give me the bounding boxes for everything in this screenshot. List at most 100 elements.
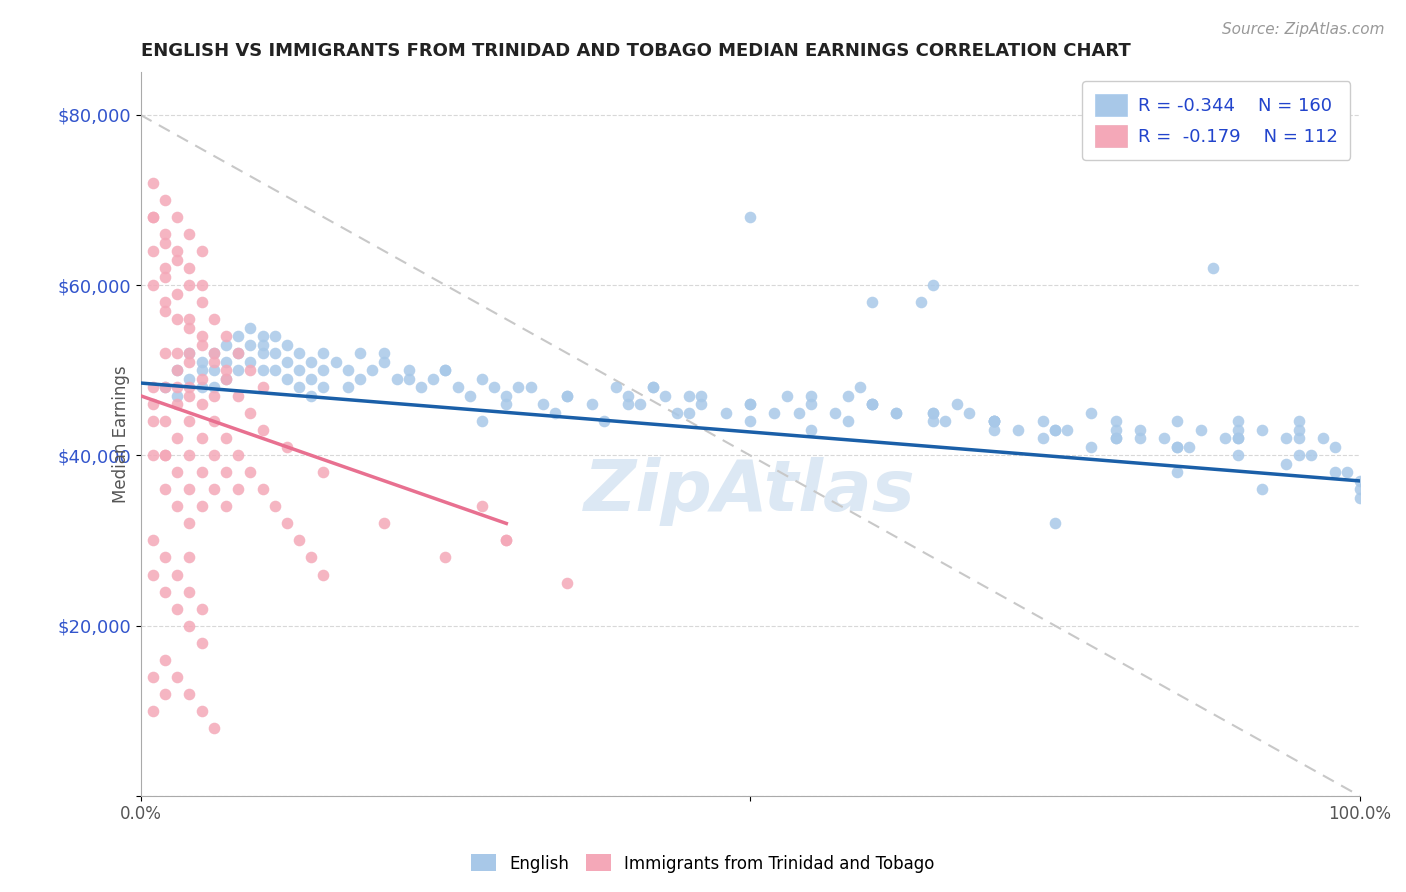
- Point: [1226, 449, 1249, 463]
- Point: [617, 389, 640, 403]
- Point: [215, 329, 238, 343]
- Point: [179, 414, 201, 428]
- Point: [910, 295, 932, 310]
- Point: [179, 312, 201, 326]
- Point: [678, 389, 700, 403]
- Point: [763, 406, 786, 420]
- Point: [1080, 440, 1102, 454]
- Point: [153, 449, 176, 463]
- Point: [142, 397, 165, 411]
- Point: [166, 244, 188, 259]
- Point: [361, 363, 384, 377]
- Point: [1105, 431, 1128, 445]
- Point: [1275, 457, 1298, 471]
- Point: [153, 261, 176, 276]
- Point: [1226, 423, 1249, 437]
- Point: [373, 346, 395, 360]
- Point: [215, 372, 238, 386]
- Point: [299, 389, 322, 403]
- Point: [179, 355, 201, 369]
- Point: [617, 397, 640, 411]
- Point: [446, 380, 468, 394]
- Point: [239, 466, 262, 480]
- Text: ENGLISH VS IMMIGRANTS FROM TRINIDAD AND TOBAGO MEDIAN EARNINGS CORRELATION CHART: ENGLISH VS IMMIGRANTS FROM TRINIDAD AND …: [141, 42, 1130, 60]
- Point: [215, 337, 238, 351]
- Point: [1215, 431, 1237, 445]
- Point: [226, 346, 249, 360]
- Point: [434, 550, 457, 565]
- Point: [202, 355, 225, 369]
- Point: [142, 380, 165, 394]
- Text: Source: ZipAtlas.com: Source: ZipAtlas.com: [1222, 22, 1385, 37]
- Point: [1288, 431, 1310, 445]
- Point: [1166, 466, 1188, 480]
- Point: [153, 483, 176, 497]
- Point: [458, 389, 481, 403]
- Point: [1275, 431, 1298, 445]
- Point: [263, 363, 285, 377]
- Point: [299, 355, 322, 369]
- Point: [142, 533, 165, 548]
- Point: [1032, 414, 1054, 428]
- Point: [190, 329, 212, 343]
- Point: [153, 652, 176, 666]
- Point: [1105, 423, 1128, 437]
- Point: [190, 601, 212, 615]
- Point: [179, 346, 201, 360]
- Point: [1251, 483, 1274, 497]
- Point: [299, 372, 322, 386]
- Point: [202, 363, 225, 377]
- Point: [276, 337, 298, 351]
- Point: [312, 466, 335, 480]
- Point: [226, 363, 249, 377]
- Point: [142, 210, 165, 224]
- Point: [325, 355, 347, 369]
- Point: [654, 389, 676, 403]
- Point: [1189, 423, 1212, 437]
- Point: [142, 414, 165, 428]
- Point: [1348, 483, 1371, 497]
- Point: [166, 567, 188, 582]
- Point: [775, 389, 797, 403]
- Point: [628, 397, 651, 411]
- Point: [495, 533, 517, 548]
- Point: [837, 389, 859, 403]
- Point: [824, 406, 846, 420]
- Point: [1129, 423, 1152, 437]
- Point: [641, 380, 664, 394]
- Point: [239, 337, 262, 351]
- Point: [983, 423, 1005, 437]
- Y-axis label: Median Earnings: Median Earnings: [111, 366, 129, 503]
- Point: [1226, 431, 1249, 445]
- Point: [142, 210, 165, 224]
- Point: [592, 414, 614, 428]
- Point: [252, 483, 274, 497]
- Point: [142, 670, 165, 684]
- Point: [190, 431, 212, 445]
- Point: [215, 466, 238, 480]
- Point: [312, 363, 335, 377]
- Point: [215, 355, 238, 369]
- Point: [153, 295, 176, 310]
- Point: [202, 346, 225, 360]
- Point: [800, 397, 823, 411]
- Point: [179, 380, 201, 394]
- Point: [252, 346, 274, 360]
- Point: [166, 389, 188, 403]
- Point: [190, 337, 212, 351]
- Point: [202, 721, 225, 735]
- Point: [252, 423, 274, 437]
- Point: [738, 414, 761, 428]
- Point: [288, 363, 311, 377]
- Point: [385, 372, 408, 386]
- Point: [153, 380, 176, 394]
- Point: [166, 397, 188, 411]
- Point: [179, 449, 201, 463]
- Point: [422, 372, 444, 386]
- Point: [886, 406, 908, 420]
- Point: [190, 704, 212, 718]
- Legend: English, Immigrants from Trinidad and Tobago: English, Immigrants from Trinidad and To…: [464, 847, 942, 880]
- Point: [738, 397, 761, 411]
- Point: [179, 687, 201, 701]
- Point: [239, 406, 262, 420]
